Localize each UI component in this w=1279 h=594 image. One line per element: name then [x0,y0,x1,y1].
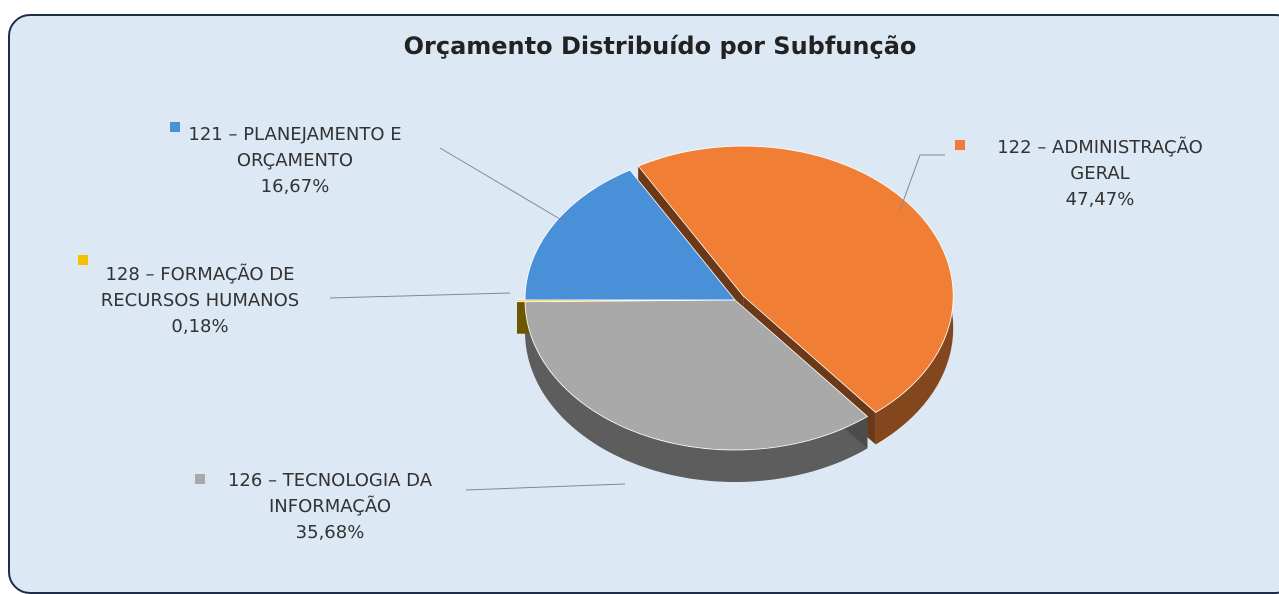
leader-line [440,148,565,222]
value-label: 47,47% [960,187,1240,213]
value-label: 16,67% [155,174,435,200]
category-label: 128 – FORMAÇÃO DE RECURSOS HUMANOS [60,262,340,314]
category-label: 121 – PLANEJAMENTO E ORÇAMENTO [155,122,435,174]
leader-line [330,293,510,298]
category-label: 122 – ADMINISTRAÇÃO GERAL [960,135,1240,187]
value-label: 0,18% [60,314,340,340]
category-label: 126 – TECNOLOGIA DA INFORMAÇÃO [190,468,470,520]
leader-line [466,484,625,490]
chart: Orçamento Distribuído por Subfunção 121 … [0,0,1279,572]
value-label: 35,68% [190,520,470,546]
